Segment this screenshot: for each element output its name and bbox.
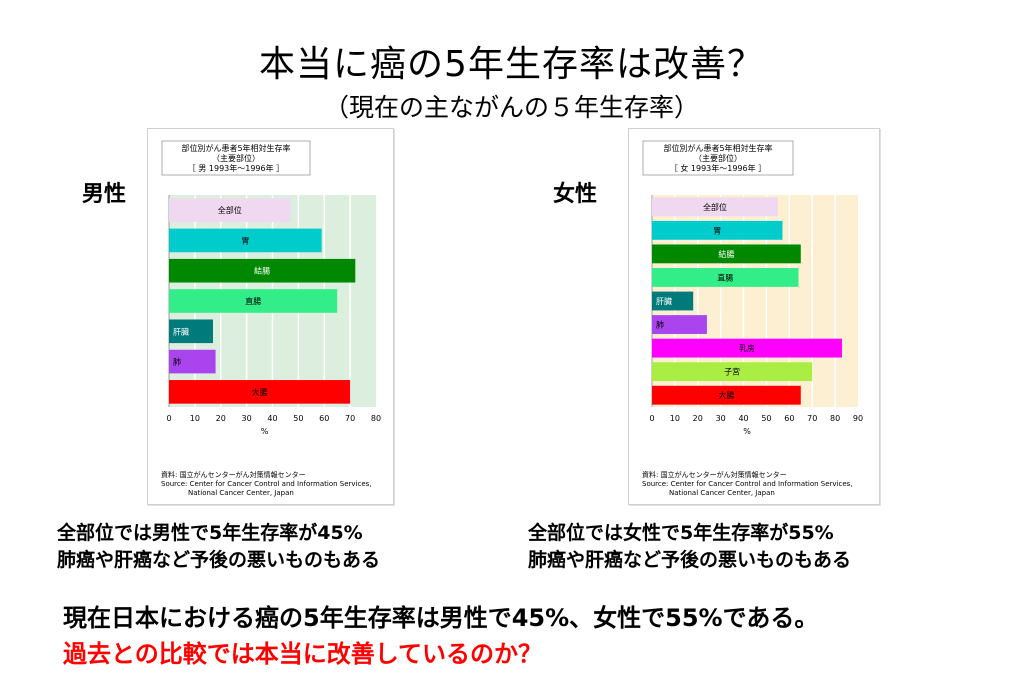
- male-bar-label: 直腸: [245, 296, 261, 306]
- male-tick-label: 20: [216, 414, 226, 423]
- female-bar: [652, 385, 801, 405]
- question-statement: 過去との比較では本当に改善しているのか？: [63, 640, 543, 668]
- female-source-line-3: National Cancer Center, Japan: [669, 489, 775, 497]
- female-x-axis-label: %: [743, 427, 751, 436]
- male-bar: [169, 228, 322, 253]
- female-tick-label: 70: [807, 414, 817, 423]
- male-tick-label: 30: [242, 414, 252, 423]
- female-survival-chart: 部位別がん患者5年相対生存率（主要部位）［ 女 1993年～1996年 ］ 全部位…: [642, 140, 863, 497]
- female-bar: [652, 197, 778, 217]
- female-caption-line-1: 全部位では女性で5年生存率が55%: [528, 522, 834, 544]
- female-title-line-3: ［ 女 1993年～1996年 ］: [670, 163, 766, 173]
- female-tick-label: 90: [853, 414, 863, 423]
- female-tick-label: 40: [738, 414, 748, 423]
- female-title-line-1: 部位別がん患者5年相対生存率: [663, 143, 772, 153]
- summary-statement: 現在日本における癌の5年生存率は男性で45%、女性で55%である。: [63, 604, 819, 632]
- female-source-line-2: Source: Center for Cancer Control and In…: [642, 480, 853, 488]
- female-bar-label: 全部位: [703, 202, 727, 212]
- male-survival-chart: 部位別がん患者5年相対生存率（主要部位）［ 男 1993年～1996年 ］ 全部位…: [161, 140, 381, 497]
- male-source-line-1: 資料: 国立がんセンターがん対策情報センター: [161, 470, 306, 479]
- male-bar-label: 大腸: [252, 387, 268, 397]
- male-tick-label: 10: [190, 414, 200, 423]
- male-label: 男性: [82, 182, 127, 207]
- female-tick-label: 50: [761, 414, 771, 423]
- male-source-line-2: Source: Center for Cancer Control and In…: [161, 480, 372, 488]
- female-label: 女性: [553, 182, 598, 207]
- male-bar-label: 胃: [241, 236, 249, 245]
- male-title-line-3: ［ 男 1993年～1996年 ］: [188, 163, 284, 173]
- female-caption-line-2: 肺癌や肝癌など予後の悪いものもある: [528, 549, 852, 571]
- male-bar-label: 肝臓: [173, 326, 189, 336]
- male-caption-line-2: 肺癌や肝癌など予後の悪いものもある: [57, 549, 381, 571]
- male-source-line-3: National Cancer Center, Japan: [188, 489, 294, 497]
- male-bar-label: 肺: [173, 358, 181, 367]
- female-bar-label: 子宮: [724, 367, 740, 377]
- male-bar: [169, 319, 213, 344]
- male-bar: [169, 198, 291, 222]
- slide-title: 本当に癌の5年生存率は改善？: [259, 44, 764, 85]
- male-bar: [169, 380, 351, 404]
- male-bar-label: 全部位: [218, 205, 242, 215]
- male-tick-label: 80: [371, 414, 381, 423]
- female-bar-label: 直腸: [717, 272, 733, 282]
- female-chart-panel: 部位別がん患者5年相対生存率 （主要部位） ［ 女 1993年～1996年 ］ 全部位…: [628, 128, 880, 505]
- male-caption: 全部位では男性で5年生存率が45% 肺癌や肝癌など予後の悪いものもある: [57, 520, 380, 574]
- male-tick-label: 40: [267, 414, 277, 423]
- female-bar-label: 乳房: [739, 343, 755, 353]
- female-bar: [652, 244, 801, 264]
- female-tick-label: 80: [830, 414, 840, 423]
- female-bar: [652, 338, 842, 358]
- female-bar-label: 結腸: [718, 249, 734, 259]
- male-bar-label: 結腸: [254, 266, 270, 276]
- female-bar-label: 胃: [713, 226, 721, 235]
- female-tick-label: 30: [716, 414, 726, 423]
- female-caption: 全部位では女性で5年生存率が55% 肺癌や肝癌など予後の悪いものもある: [528, 520, 851, 574]
- male-tick-label: 50: [293, 414, 303, 423]
- female-bar: [652, 315, 707, 334]
- male-tick-label: 70: [345, 414, 355, 423]
- male-tick-label: 60: [319, 414, 329, 423]
- female-source-line-1: 資料: 国立がんセンターがん対策情報センター: [642, 470, 787, 479]
- female-tick-label: 0: [649, 414, 654, 423]
- female-title-box: [642, 140, 794, 176]
- female-bar-label: 大腸: [718, 390, 734, 400]
- male-tick-label: 0: [166, 414, 171, 423]
- male-title-line-1: 部位別がん患者5年相対生存率: [181, 143, 290, 153]
- female-bar-label: 肺: [656, 321, 664, 330]
- male-chart-panel: 部位別がん患者5年相対生存率 （主要部位） ［ 男 1993年～1996年 ］ 全部位…: [147, 128, 394, 505]
- female-bar: [652, 291, 694, 311]
- male-x-axis-label: %: [261, 427, 269, 436]
- male-bar: [169, 289, 338, 313]
- female-title-line-2: （主要部位）: [694, 153, 742, 163]
- female-tick-label: 20: [693, 414, 703, 423]
- male-caption-line-1: 全部位では男性で5年生存率が45%: [57, 522, 363, 544]
- female-bar: [652, 362, 813, 382]
- male-title-line-2: （主要部位）: [212, 153, 260, 163]
- male-bar: [169, 349, 216, 374]
- female-bar: [652, 220, 783, 240]
- female-bar: [652, 268, 799, 287]
- female-bar-label: 肝臓: [656, 296, 672, 306]
- male-bar: [169, 258, 356, 283]
- male-title-box: [161, 140, 311, 176]
- slide-subtitle: （現在の主ながんの５年生存率）: [323, 93, 699, 122]
- female-tick-label: 10: [670, 414, 680, 423]
- female-tick-label: 60: [784, 414, 794, 423]
